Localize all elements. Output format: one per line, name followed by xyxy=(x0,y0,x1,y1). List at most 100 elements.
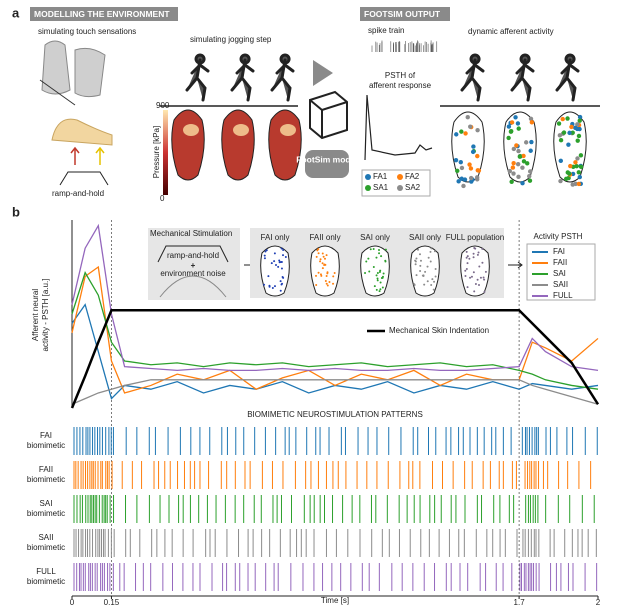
population-dot xyxy=(278,259,281,262)
population-dot xyxy=(282,248,285,251)
afferent-dot xyxy=(458,159,463,165)
population-dot xyxy=(384,248,387,251)
afferent-dot xyxy=(520,181,525,186)
afferent-dot xyxy=(454,132,459,137)
afferent-dot xyxy=(509,120,515,125)
population-dot xyxy=(280,260,283,263)
afferent-dot xyxy=(528,148,533,153)
afferent-dot xyxy=(557,133,563,138)
population-dot xyxy=(277,265,280,268)
population-dot xyxy=(379,288,382,291)
pressure-hot xyxy=(233,124,249,136)
population-dot xyxy=(472,256,475,259)
pressure-map xyxy=(268,109,302,181)
inset-box xyxy=(148,228,240,300)
afferent-dot xyxy=(474,175,480,180)
afferent-dot xyxy=(574,163,579,169)
population-dot xyxy=(419,259,422,262)
legend-label: SA1 xyxy=(373,183,389,192)
raster-label: SAI xyxy=(40,499,53,508)
population-dot xyxy=(430,247,433,250)
afferent-dot xyxy=(575,156,580,161)
series-line xyxy=(70,308,600,409)
population-dot xyxy=(268,285,271,288)
population-dot xyxy=(317,271,320,274)
population-dot xyxy=(470,275,473,278)
population-dot xyxy=(279,289,282,292)
population-dot xyxy=(429,260,432,263)
afferent-dot xyxy=(475,127,480,133)
afferent-dot xyxy=(507,168,513,174)
header: MODELLING THE ENVIRONMENT xyxy=(34,9,170,19)
afferent-dot xyxy=(565,116,570,121)
raster-label: biomimetic xyxy=(27,475,65,484)
population-dot xyxy=(321,267,324,270)
panel-label: a xyxy=(12,5,20,20)
pressure-hot xyxy=(183,124,199,136)
population-dot xyxy=(372,266,375,269)
pressure-map xyxy=(171,109,205,181)
population-dot xyxy=(315,283,318,286)
legend-label: FAII xyxy=(553,258,567,267)
colorbar-label: Pressure [kPa] xyxy=(152,126,161,178)
population-dot xyxy=(369,248,372,251)
afferent-dot xyxy=(513,115,518,120)
population-label: SAII only xyxy=(409,233,441,242)
population-dot xyxy=(332,282,335,285)
raster-label: biomimetic xyxy=(27,509,65,518)
afferent-dot xyxy=(476,168,482,173)
population-dot xyxy=(315,274,318,277)
label: ramp-and-hold xyxy=(52,189,104,198)
afferent-dot xyxy=(506,135,511,141)
population-dot xyxy=(281,275,284,278)
population-dot xyxy=(468,257,471,260)
population-dot xyxy=(372,247,375,250)
header-box xyxy=(360,7,450,21)
colorbar xyxy=(163,110,168,195)
population-dot xyxy=(382,272,385,275)
x-label: Time [s] xyxy=(321,596,349,605)
population-dot xyxy=(323,257,326,260)
afferent-dot xyxy=(575,138,580,143)
afferent-dot xyxy=(578,153,584,158)
afferent-dot xyxy=(511,171,516,176)
afferent-dot xyxy=(509,179,514,184)
population-dot xyxy=(431,278,434,281)
population-dot xyxy=(273,260,276,263)
population-dot xyxy=(325,274,328,277)
afferent-dot xyxy=(516,126,521,131)
afferent-dot xyxy=(510,165,516,170)
population-dot xyxy=(465,256,468,259)
population-dot xyxy=(317,252,320,255)
runner xyxy=(230,53,255,102)
label: environment noise xyxy=(160,269,226,278)
label: + xyxy=(191,261,196,270)
afferent-dot xyxy=(567,171,572,176)
population-dot xyxy=(474,283,477,286)
raster-title: BIOMIMETIC NEUROSTIMULATION PATTERNS xyxy=(247,410,423,419)
noise-curve xyxy=(159,275,227,298)
population-dot xyxy=(472,252,475,255)
afferent-dot xyxy=(520,165,525,170)
legend-label: SAII xyxy=(553,280,568,289)
population-dot xyxy=(265,249,268,252)
afferent-dot xyxy=(525,161,530,166)
population-dot xyxy=(415,274,418,277)
population-dot xyxy=(263,257,266,260)
afferent-dot xyxy=(468,166,474,171)
population-dot xyxy=(279,280,282,283)
population-dot xyxy=(320,274,323,277)
population-dot xyxy=(434,267,437,270)
population-dot xyxy=(365,260,368,263)
population-dot xyxy=(424,270,427,273)
afferent-dot xyxy=(465,115,470,120)
population-dot xyxy=(481,247,484,250)
population-dot xyxy=(326,272,329,275)
population-label: FAI only xyxy=(261,233,290,242)
population-dot xyxy=(466,255,469,258)
raster-label: SAII xyxy=(38,533,53,542)
label: Activity PSTH xyxy=(534,232,583,241)
afferent-dot xyxy=(453,157,459,163)
population-dot xyxy=(333,272,336,275)
afferent-dot xyxy=(459,165,465,171)
